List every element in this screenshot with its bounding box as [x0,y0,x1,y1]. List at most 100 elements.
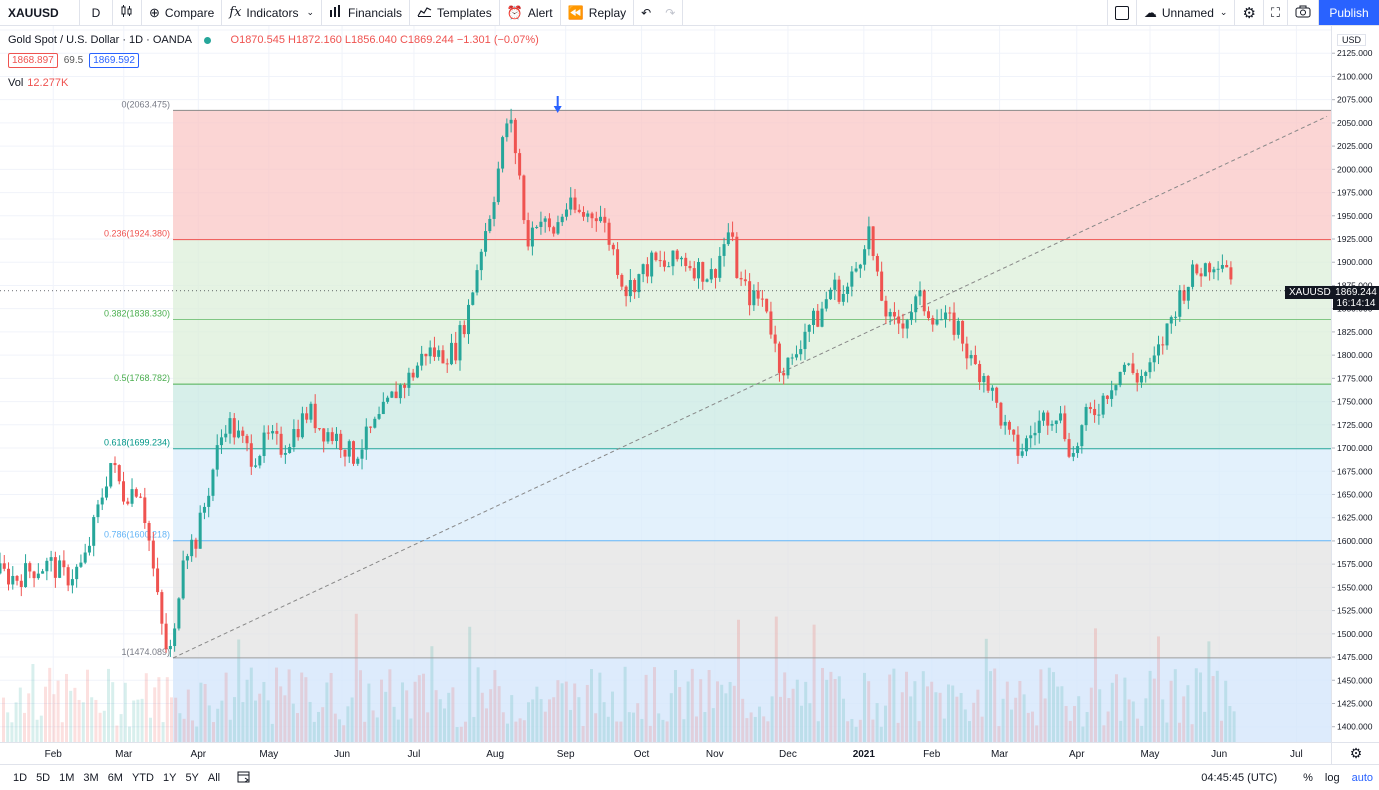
legend-title[interactable]: Gold Spot / U.S. Dollar · 1D · OANDA [8,34,192,46]
chart-pane[interactable]: 0(2063.475) 0.236(1924.380) 0.382(1838.330… [0,26,1331,742]
candle [288,443,292,454]
price-tick-label: 1725.000 [1337,420,1373,430]
chevron-down-icon: ⌄ [1219,7,1228,17]
volume-bar [128,726,131,742]
percent-toggle[interactable]: % [1303,771,1313,784]
candle [586,210,590,223]
candle-body [224,433,228,438]
candle [1076,442,1080,458]
volume-bar [6,712,10,742]
candle [501,135,505,173]
candle [637,273,641,298]
range-button-1d[interactable]: 1D [13,771,28,784]
range-button-5d[interactable]: 5D [36,771,51,784]
candle [266,425,270,440]
candle [569,187,573,216]
time-tick-label: May [259,749,278,760]
symbol-search-button[interactable]: XAUUSD [0,0,80,25]
range-button-3m[interactable]: 3M [83,771,99,784]
candle-body [330,432,334,442]
auto-toggle[interactable]: auto [1351,771,1373,784]
candle-body [739,278,743,280]
candle-body [969,354,973,359]
candle-body [518,153,522,176]
candle [1165,323,1169,350]
snapshot-button[interactable] [1288,0,1319,25]
axis-settings-button[interactable]: ⚙ [1331,742,1379,764]
candle [15,575,19,586]
candle-body [1050,424,1054,426]
log-toggle[interactable]: log [1324,771,1340,784]
candle-body [820,308,824,327]
candle [283,445,287,464]
candle [684,252,688,272]
redo-icon: ↷ [665,5,676,20]
volume-bar [1161,699,1165,742]
candle-body [961,320,965,344]
volume-bar [1119,720,1123,742]
volume-bar [522,720,526,742]
candle-body [1076,446,1080,454]
redo-button[interactable]: ↷ [658,0,684,25]
range-button-6m[interactable]: 6M [107,771,123,784]
publish-button[interactable]: Publish [1319,0,1379,25]
utc-clock[interactable]: 04:45:45 (UTC) [1201,771,1278,784]
range-button-5y[interactable]: 5Y [185,771,199,784]
candle-body [305,413,309,420]
bar-countdown: 16:14:14 [1336,298,1376,309]
replay-button[interactable]: ⏪ Replay [561,0,635,25]
candle [1122,362,1126,375]
volume-bar [661,719,665,742]
alert-button[interactable]: ⏰ Alert [500,0,561,25]
candle-body [254,465,258,467]
volume-bar [275,667,278,742]
volume-bar [438,699,442,742]
interval-button[interactable]: D [80,0,113,25]
candle-body [735,236,739,279]
range-button-all[interactable]: All [207,771,221,784]
undo-button[interactable]: ↶ [634,0,658,25]
range-button-1y[interactable]: 1Y [162,771,177,784]
range-button-ytd[interactable]: YTD [131,771,154,784]
settings-button[interactable]: ⚙ [1235,0,1264,25]
candle [441,345,445,364]
last-price-symbol-tag: XAUUSD [1285,286,1335,299]
market-status-dot [204,36,212,44]
volume-bar [346,706,350,742]
bid-price[interactable]: 1868.897 [8,53,58,68]
candle [799,340,803,361]
templates-icon [417,5,432,20]
layout-menu-button[interactable]: ☁ Unnamed ⌄ [1137,0,1236,25]
go-to-date-button[interactable] [237,770,251,786]
time-axis[interactable]: Feb Mar Apr May Jun Jul Aug Sep Oct Nov Dec 2021 Feb… [0,742,1331,764]
candle [424,353,428,366]
candle [816,304,820,328]
indicators-button[interactable]: fx Indicators ⌄ [222,0,322,25]
currency-label[interactable]: USD [1337,34,1367,46]
chart-type-button[interactable] [113,0,142,25]
candle-body [445,363,449,365]
bottom-right-controls: 04:45:45 (UTC) % log auto [1201,765,1373,790]
candle-body [1144,372,1148,376]
candle-body [658,260,662,262]
price-tick-label: 1875.000 [1337,280,1373,290]
ask-price[interactable]: 1869.592 [89,53,139,68]
financials-button[interactable]: Financials [322,0,411,25]
volume-bar [745,718,749,742]
price-axis[interactable]: 1400.000 1425.000 1450.000 1475.000 1500.000… [1331,26,1379,742]
compare-button[interactable]: ⊕ Compare [142,0,223,25]
candle-body [258,456,262,466]
volume-bar [81,702,85,742]
time-tick-label: Feb [923,749,941,760]
templates-button[interactable]: Templates [410,0,500,25]
layout-square-button[interactable] [1106,0,1137,25]
candle [577,204,581,214]
volume-bar [1026,712,1030,742]
fullscreen-button[interactable]: ⛶ [1264,0,1288,25]
volume-bar [741,698,745,742]
candle [1131,352,1135,375]
volume-bar [258,693,262,742]
candle [999,401,1003,429]
range-button-1m[interactable]: 1M [59,771,75,784]
candle-body [850,271,854,287]
